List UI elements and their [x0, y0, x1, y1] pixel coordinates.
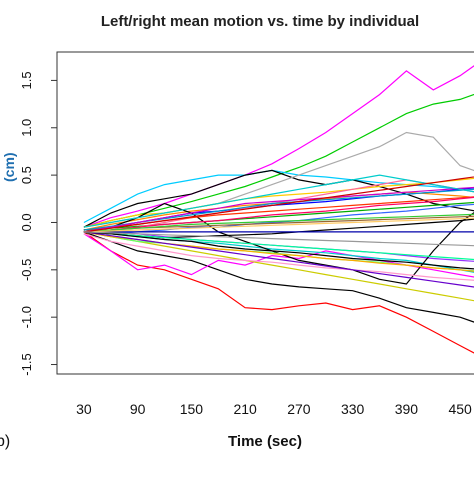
series-line-32 — [83, 231, 474, 270]
series-line-33 — [83, 174, 474, 228]
series-line-14 — [83, 231, 474, 302]
series-line-30 — [83, 213, 474, 233]
y-axis: -1.5 -1.0 -0.5 0.0 0.5 1.0 1.5 — [19, 71, 57, 376]
series-line-29 — [83, 196, 474, 233]
x-tick-label: 390 — [395, 401, 419, 417]
series-line-25 — [83, 186, 474, 233]
x-tick-label: 450 — [448, 401, 472, 417]
series-line-9 — [83, 177, 474, 228]
y-tick-label: 1.5 — [19, 71, 34, 89]
series-line-36 — [83, 231, 474, 247]
y-tick-label: -1.5 — [19, 353, 34, 375]
series-line-7 — [83, 169, 474, 228]
series-line-15 — [83, 202, 474, 285]
x-tick-label: 210 — [233, 401, 257, 417]
x-tick-label: 330 — [341, 401, 365, 417]
x-tick-label: 90 — [130, 401, 146, 417]
y-tick-label: 1.0 — [19, 119, 34, 137]
x-tick-label: 270 — [287, 401, 311, 417]
panel-label: b) — [0, 433, 10, 450]
series-line-35 — [83, 176, 474, 233]
series-line-8 — [83, 131, 474, 228]
y-tick-label: 0.5 — [19, 166, 34, 184]
y-tick-label: 0.0 — [19, 213, 34, 231]
series-line-22 — [83, 233, 474, 281]
y-tick-label: -0.5 — [19, 259, 34, 281]
series-line-26 — [83, 231, 474, 261]
series-line-34 — [83, 217, 474, 233]
x-axis-label: Time (sec) — [228, 433, 302, 450]
y-axis-label: (cm) — [1, 152, 17, 182]
x-tick-label: 150 — [180, 401, 204, 417]
x-axis: 30 90 150 210 270 330 390 450 — [76, 401, 472, 417]
series-line-4 — [83, 231, 474, 323]
series-layer — [83, 65, 474, 354]
x-tick-label: 30 — [76, 401, 92, 417]
series-line-31 — [83, 231, 474, 288]
series-line-6 — [83, 169, 474, 224]
plot-frame — [56, 51, 474, 375]
y-tick-label: -1.0 — [19, 306, 34, 328]
series-line-1 — [83, 65, 474, 228]
chart-title: Left/right mean motion vs. time by indiv… — [101, 13, 419, 30]
